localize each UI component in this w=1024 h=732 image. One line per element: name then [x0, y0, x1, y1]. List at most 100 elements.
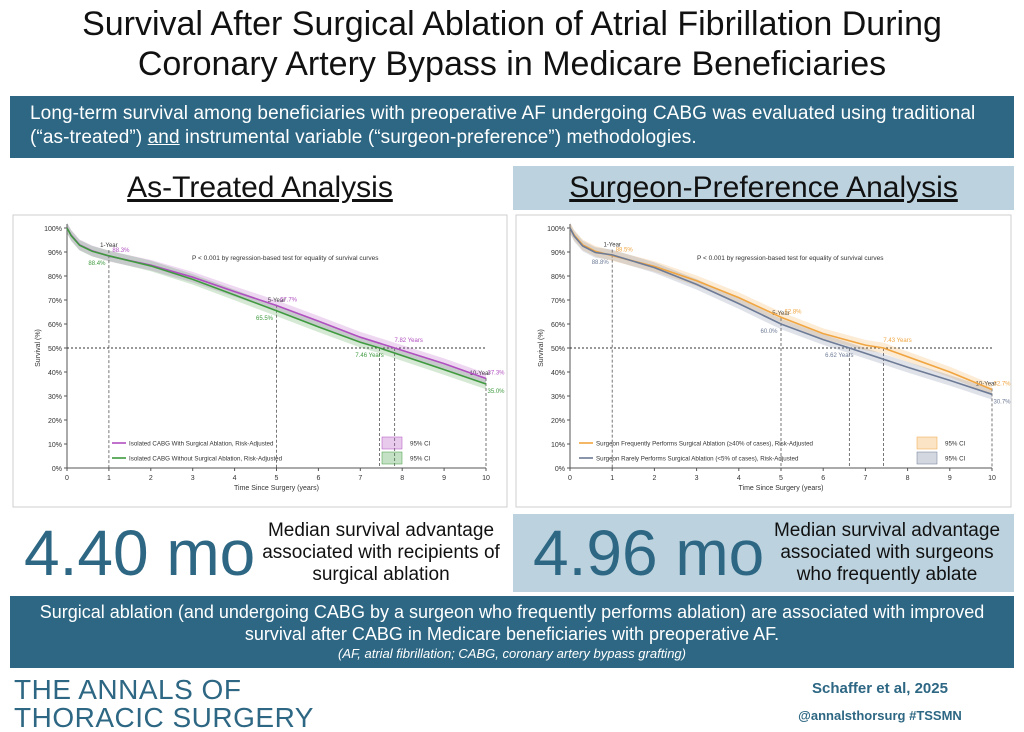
- y-tick-label: 80%: [551, 274, 565, 281]
- x-tick-label: 3: [191, 475, 195, 482]
- as-treated-chart-panel: 0% 10% 20% 30% 40% 50% 60% 70% 80% 90% 100% 0 1 2 3 4 5 6…: [10, 212, 510, 510]
- x-tick-label: 5: [275, 475, 279, 482]
- y-tick-label: 20%: [551, 418, 565, 425]
- median-years-label: 7.43 Years: [883, 338, 911, 344]
- conclusion-text: Surgical ablation (and undergoing CABG b…: [39, 602, 985, 644]
- year-marker-label: 1-Year: [603, 243, 620, 249]
- survival-point-label: 37.3%: [487, 370, 505, 376]
- y-tick-label: 100%: [547, 226, 565, 233]
- y-tick-label: 90%: [48, 250, 62, 257]
- title-line-2: Coronary Artery Bypass in Medicare Benef…: [137, 45, 887, 83]
- legend-label: Surgeon Frequently Performs Surgical Abl…: [596, 441, 814, 448]
- x-axis-label: Time Since Surgery (years): [234, 485, 319, 492]
- x-tick-label: 0: [65, 475, 69, 482]
- legend-ci-swatch: [916, 436, 938, 450]
- x-tick-label: 6: [316, 475, 320, 482]
- x-tick-label: 7: [358, 475, 362, 482]
- legend-label: Isolated CABG Without Surgical Ablation,…: [129, 456, 283, 463]
- year-marker-label: 10-Year: [470, 371, 491, 377]
- y-axis-label: Survival (%): [35, 329, 42, 367]
- y-tick-label: 50%: [551, 346, 565, 353]
- x-axis-label: Time Since Surgery (years): [739, 485, 824, 492]
- y-tick-label: 30%: [48, 394, 62, 401]
- legend-label: Isolated CABG With Surgical Ablation, Ri…: [129, 441, 274, 448]
- surgeon-preference-heading: Surgeon-Preference Analysis: [513, 166, 1014, 210]
- y-tick-label: 50%: [48, 346, 62, 353]
- survival-point-label: 62.8%: [784, 309, 802, 315]
- y-tick-label: 20%: [48, 418, 62, 425]
- as-treated-survival-chart: 0% 10% 20% 30% 40% 50% 60% 70% 80% 90% 100% 0 1 2 3 4 5 6…: [12, 214, 508, 508]
- ci-band: [570, 222, 992, 400]
- year-marker-label: 5-Year: [772, 311, 789, 317]
- title-line-1: Survival After Surgical Ablation of Atri…: [82, 5, 942, 43]
- x-tick-label: 0: [568, 475, 572, 482]
- survival-curve: [569, 227, 993, 391]
- survival-point-label: 60.0%: [760, 329, 778, 335]
- y-tick-label: 80%: [48, 274, 62, 281]
- page-title: Survival After Surgical Ablation of Atri…: [0, 4, 1024, 84]
- year-marker-label: 1-Year: [100, 243, 117, 249]
- survival-curve: [569, 227, 993, 396]
- survival-point-label: 67.7%: [280, 298, 298, 304]
- legend-ci-swatch: [381, 436, 403, 450]
- x-tick-label: 4: [737, 475, 741, 482]
- as-treated-heading: As-Treated Analysis: [127, 171, 393, 204]
- y-tick-label: 10%: [551, 442, 565, 449]
- abbreviations-note: (AF, atrial fibrillation; CABG, coronary…: [337, 646, 686, 661]
- x-tick-label: 1: [107, 475, 111, 482]
- x-tick-label: 9: [948, 475, 952, 482]
- x-tick-label: 8: [400, 475, 404, 482]
- survival-point-label: 88.8%: [592, 260, 610, 266]
- surgeon-preference-stat-panel: 4.96 mo Median survival advantage associ…: [513, 514, 1014, 592]
- legend-ci-swatch: [381, 451, 403, 465]
- journal-logo: THE ANNALS OF THORACIC SURGERY: [14, 676, 314, 732]
- p-value-annotation: P < 0.001 by regression-based test for e…: [192, 255, 379, 262]
- journal-logo-line-1: THE ANNALS OF: [14, 674, 242, 705]
- y-tick-label: 30%: [551, 394, 565, 401]
- surgeon-preference-stat-description: Median survival advantage associated wit…: [773, 520, 1001, 585]
- surgeon-preference-chart-panel: 0% 10% 20% 30% 40% 50% 60% 70% 80% 90% 100% 0 1 2 3 4 5 6…: [513, 212, 1014, 510]
- journal-logo-line-2: THORACIC SURGERY: [14, 702, 314, 732]
- y-tick-label: 0%: [555, 466, 565, 473]
- y-tick-label: 60%: [48, 322, 62, 329]
- y-tick-label: 10%: [48, 442, 62, 449]
- x-tick-label: 6: [821, 475, 825, 482]
- y-tick-label: 60%: [551, 322, 565, 329]
- conclusion-banner: Surgical ablation (and undergoing CABG b…: [10, 596, 1014, 668]
- x-tick-label: 10: [482, 475, 490, 482]
- intro-banner: Long-term survival among beneficiaries w…: [10, 96, 1014, 158]
- survival-point-label: 35.0%: [487, 389, 505, 395]
- legend-ci-label: 95% CI: [945, 441, 966, 448]
- surgeon-preference-survival-chart: 0% 10% 20% 30% 40% 50% 60% 70% 80% 90% 100% 0 1 2 3 4 5 6…: [515, 214, 1012, 508]
- x-tick-label: 9: [442, 475, 446, 482]
- x-tick-label: 7: [863, 475, 867, 482]
- y-axis-label: Survival (%): [538, 329, 545, 367]
- as-treated-stat-description: Median survival advantage associated wit…: [262, 520, 500, 585]
- y-tick-label: 70%: [551, 298, 565, 305]
- as-treated-stat-panel: 4.40 mo Median survival advantage associ…: [10, 514, 510, 592]
- legend-label: Surgeon Rarely Performs Surgical Ablatio…: [596, 456, 799, 463]
- y-tick-label: 40%: [551, 370, 565, 377]
- survival-point-label: 32.7%: [993, 382, 1011, 388]
- year-marker-label: 10-Year: [976, 381, 997, 387]
- survival-curve: [66, 227, 487, 385]
- social-handle: @annalsthorsurg #TSSMN: [798, 708, 962, 723]
- legend-ci-label: 95% CI: [410, 456, 431, 463]
- as-treated-median-advantage: 4.40 mo: [24, 517, 256, 589]
- x-tick-label: 5: [779, 475, 783, 482]
- chart-frame: [515, 214, 1012, 508]
- x-tick-label: 2: [149, 475, 153, 482]
- year-marker-label: 5-Year: [268, 298, 285, 304]
- y-tick-label: 40%: [48, 370, 62, 377]
- x-tick-label: 3: [695, 475, 699, 482]
- p-value-annotation: P < 0.001 by regression-based test for e…: [697, 255, 884, 262]
- median-years-label: 7.46 Years: [355, 353, 383, 359]
- x-tick-label: 1: [610, 475, 614, 482]
- survival-point-label: 65.5%: [256, 316, 274, 322]
- median-years-label: 6.62 Years: [825, 353, 853, 359]
- x-tick-label: 8: [906, 475, 910, 482]
- ci-band: [570, 222, 992, 395]
- intro-text-part2: instrumental variable (“surgeon-preferen…: [179, 127, 697, 148]
- survival-point-label: 88.3%: [112, 248, 130, 254]
- citation: Schaffer et al, 2025: [812, 680, 948, 697]
